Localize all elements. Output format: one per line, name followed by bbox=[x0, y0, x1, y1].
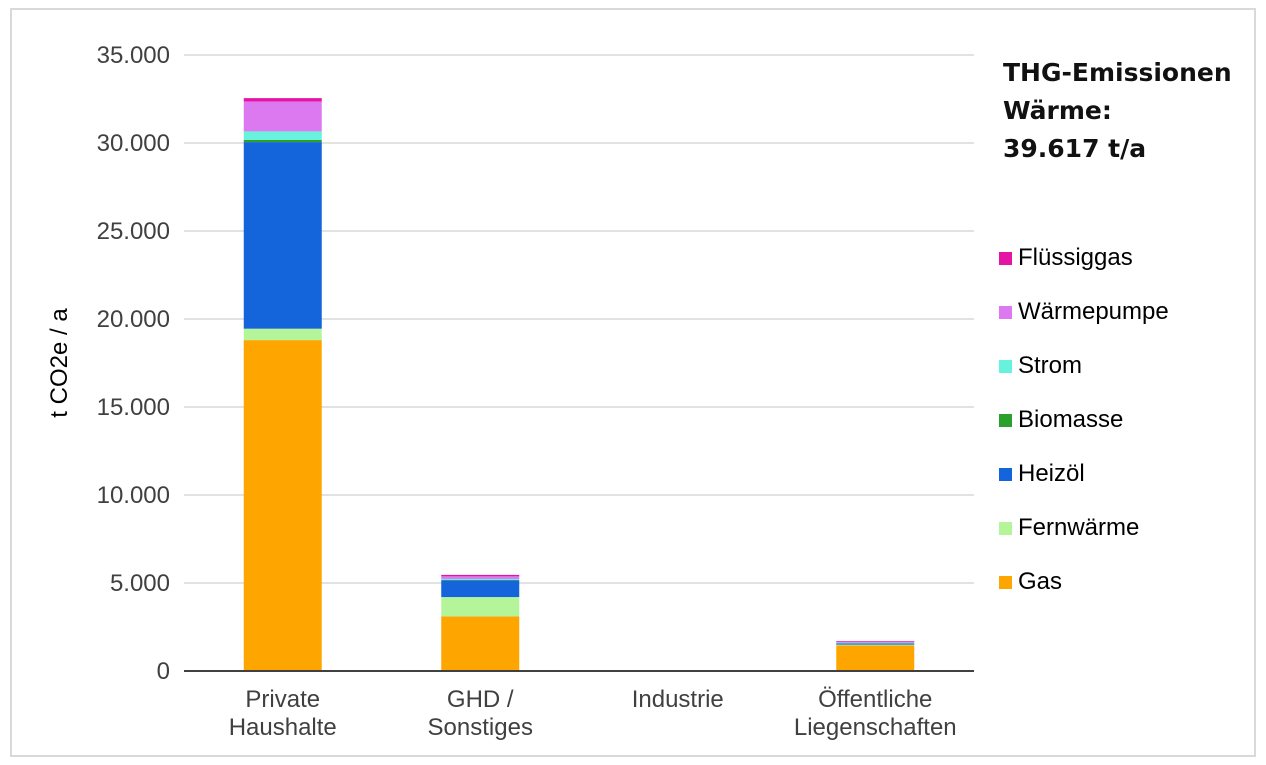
annotation-line-2: Wärme: bbox=[1003, 96, 1112, 125]
bar-segment-gas bbox=[243, 340, 322, 671]
legend-swatch bbox=[999, 575, 1012, 589]
x-tick-label: Industrie bbox=[632, 686, 724, 713]
y-tick-label: 30.000 bbox=[97, 130, 170, 157]
annotation-line-3: 39.617 t/a bbox=[1003, 134, 1147, 163]
chart-frame: 0 5.000 10.000 15.000 20.000 25.000 30.000 35.0… bbox=[10, 8, 1256, 757]
legend-label: Fernwärme bbox=[1018, 514, 1140, 541]
y-tick-label: 25.000 bbox=[97, 218, 170, 245]
bar-segment-strom bbox=[836, 642, 915, 644]
x-tick-label: Private bbox=[245, 686, 320, 713]
legend-swatch bbox=[999, 251, 1012, 265]
bar-segment-wärmepumpe bbox=[836, 641, 915, 643]
legend-item: Flüssiggas bbox=[999, 243, 1133, 273]
legend-label: Flüssiggas bbox=[1018, 244, 1133, 271]
legend-item: Biomasse bbox=[999, 405, 1123, 435]
legend-label: Gas bbox=[1018, 568, 1063, 595]
y-tick-label: 0 bbox=[157, 658, 170, 685]
legend-label: Wärmepumpe bbox=[1018, 298, 1169, 325]
legend-swatch bbox=[999, 467, 1012, 481]
legend-label: Strom bbox=[1018, 352, 1083, 379]
legend-item: Heizöl bbox=[999, 459, 1085, 489]
legend-swatch bbox=[999, 413, 1012, 427]
bar-segment-wärmepumpe bbox=[441, 576, 520, 579]
y-tick-label: 5.000 bbox=[110, 570, 170, 597]
bar-segment-heizöl bbox=[836, 643, 915, 645]
total-emissions-annotation: THG-Emissionen Wärme: 39.617 t/a bbox=[1003, 54, 1232, 168]
y-tick-label: 15.000 bbox=[97, 394, 170, 421]
annotation-line-1: THG-Emissionen bbox=[1003, 58, 1232, 87]
legend-swatch bbox=[999, 305, 1012, 319]
stacked-bar-chart: 0 5.000 10.000 15.000 20.000 25.000 30.000 35.0… bbox=[46, 42, 974, 741]
x-tick-label: Öffentliche bbox=[818, 686, 932, 713]
legend-swatch bbox=[999, 359, 1012, 373]
x-tick-label: Sonstiges bbox=[428, 714, 533, 741]
bar-segment-wärmepumpe bbox=[243, 101, 322, 132]
bar-segment-strom bbox=[441, 578, 520, 581]
y-tick-label: 20.000 bbox=[97, 306, 170, 333]
bar-segment-fernwärme bbox=[441, 597, 520, 617]
bar-segment-fernwärme bbox=[243, 328, 322, 341]
bar-segment-heizöl bbox=[243, 142, 322, 329]
legend-label: Heizöl bbox=[1018, 460, 1085, 487]
legend-item: Strom bbox=[999, 351, 1082, 381]
x-tick-label: GHD / bbox=[447, 686, 514, 713]
x-tick-label: Haushalte bbox=[229, 714, 337, 741]
bar-segment-heizöl bbox=[441, 580, 520, 598]
x-tick-label: Liegenschaften bbox=[794, 714, 957, 741]
bar-segment-gas bbox=[836, 645, 915, 671]
bar-segment-biomasse bbox=[243, 139, 322, 143]
legend-item: Wärmepumpe bbox=[999, 297, 1169, 327]
bar-segment-gas bbox=[441, 616, 520, 671]
y-axis-label: t CO2e / a bbox=[46, 308, 73, 418]
bar-segment-strom bbox=[243, 131, 322, 140]
bar-segment-flüssiggas bbox=[441, 574, 520, 577]
bar-segment-flüssiggas bbox=[836, 641, 915, 642]
bar-segment-fernwärme bbox=[836, 644, 915, 646]
y-tick-label: 35.000 bbox=[97, 42, 170, 69]
y-tick-label: 10.000 bbox=[97, 482, 170, 509]
legend-label: Biomasse bbox=[1018, 406, 1124, 433]
legend-swatch bbox=[999, 521, 1012, 535]
legend-item: Fernwärme bbox=[999, 513, 1139, 543]
legend-item: Gas bbox=[999, 567, 1062, 597]
bar-segment-flüssiggas bbox=[243, 98, 322, 102]
